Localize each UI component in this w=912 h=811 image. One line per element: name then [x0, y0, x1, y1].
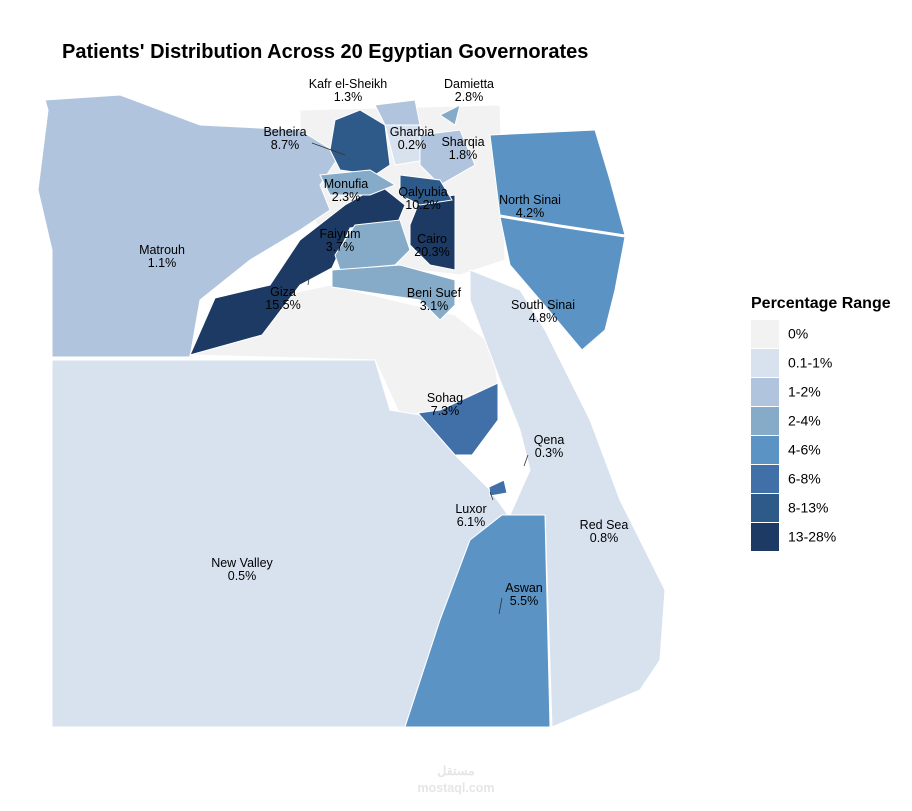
watermark-latin: mostaql.com	[417, 781, 494, 795]
region-name: Monufia	[324, 177, 369, 191]
region-value: 1.8%	[449, 148, 478, 162]
region-value: 0.5%	[228, 569, 257, 583]
region	[409, 194, 456, 271]
region-name: Matrouh	[139, 243, 185, 257]
region	[399, 174, 453, 206]
region-value: 3.1%	[420, 299, 449, 313]
region-name: Cairo	[417, 232, 447, 246]
region-value: 0.2%	[398, 138, 427, 152]
region	[404, 514, 551, 728]
legend-label: 13-28%	[788, 529, 836, 545]
legend: Percentage Range 0% 0.1-1% 1-2% 2-4% 4-6% 6-8…	[751, 295, 891, 551]
region-value: 4.8%	[529, 311, 558, 325]
region	[499, 216, 626, 351]
legend-swatch	[751, 465, 779, 493]
region	[189, 184, 406, 356]
region-value: 1.1%	[148, 256, 177, 270]
region-value: 3.7%	[326, 240, 355, 254]
region-value: 2.3%	[332, 190, 361, 204]
legend-swatch	[751, 436, 779, 464]
region	[419, 129, 476, 186]
legend-label: 6-8%	[788, 471, 821, 487]
legend-label: 0%	[788, 326, 808, 342]
region-value: 8.7%	[271, 138, 300, 152]
region-name: Qena	[534, 433, 565, 447]
legend-swatch	[751, 494, 779, 522]
region-name: Kafr el-Sheikh	[309, 77, 388, 91]
leader-line	[523, 454, 529, 467]
region-name: Red Sea	[580, 518, 629, 532]
legend-swatch	[751, 349, 779, 377]
region-value: 1.3%	[334, 90, 363, 104]
region-value: 10.2%	[405, 198, 440, 212]
region-name: Qalyubia	[398, 185, 447, 199]
region-value: 4.2%	[516, 206, 545, 220]
region	[489, 129, 626, 236]
legend-label: 2-4%	[788, 413, 821, 429]
region-name: Faiyum	[320, 227, 361, 241]
region	[417, 382, 499, 456]
leader-line	[311, 142, 346, 156]
region-value: 20.3%	[414, 245, 449, 259]
region-name: Beheira	[263, 125, 306, 139]
region	[331, 264, 456, 321]
region	[319, 169, 397, 196]
region-name: South Sinai	[511, 298, 575, 312]
leader-line	[498, 597, 503, 615]
region-name: North Sinai	[499, 193, 561, 207]
region-value: 6.1%	[457, 515, 486, 529]
region-value: 2.8%	[455, 90, 484, 104]
region-name: Damietta	[444, 77, 494, 91]
legend-label: 4-6%	[788, 442, 821, 458]
legend-label: 1-2%	[788, 384, 821, 400]
legend-label: 0.1-1%	[788, 355, 832, 371]
region-name: Giza	[270, 285, 296, 299]
region-value: 7.3%	[431, 404, 460, 418]
regions	[37, 94, 666, 728]
region-value: 0.8%	[590, 531, 619, 545]
legend-label: 8-13%	[788, 500, 828, 516]
region-value: 5.5%	[510, 594, 539, 608]
region	[329, 109, 391, 176]
region	[469, 269, 666, 728]
region-name: Luxor	[455, 502, 486, 516]
legend-swatch	[751, 320, 779, 348]
watermark-arabic: مستقل	[437, 764, 475, 778]
leader-lines	[307, 142, 529, 615]
region	[488, 479, 508, 497]
leader-line	[307, 271, 311, 286]
legend-swatch	[751, 378, 779, 406]
region-name: Sohag	[427, 391, 463, 405]
region-value: 15.5%	[265, 298, 300, 312]
region	[37, 94, 341, 358]
region-value: 0.3%	[535, 446, 564, 460]
region-name: Aswan	[505, 581, 543, 595]
legend-swatch	[751, 407, 779, 435]
leader-line	[489, 491, 494, 501]
region-name: Beni Suef	[407, 286, 462, 300]
region-name: Gharbia	[390, 125, 435, 139]
map-title: Patients' Distribution Across 20 Egyptia…	[62, 41, 588, 63]
legend-swatch	[751, 523, 779, 551]
region-name: New Valley	[211, 556, 273, 570]
region	[439, 104, 461, 126]
region	[51, 359, 509, 728]
legend-title: Percentage Range	[751, 295, 891, 312]
region-name: Sharqia	[441, 135, 484, 149]
